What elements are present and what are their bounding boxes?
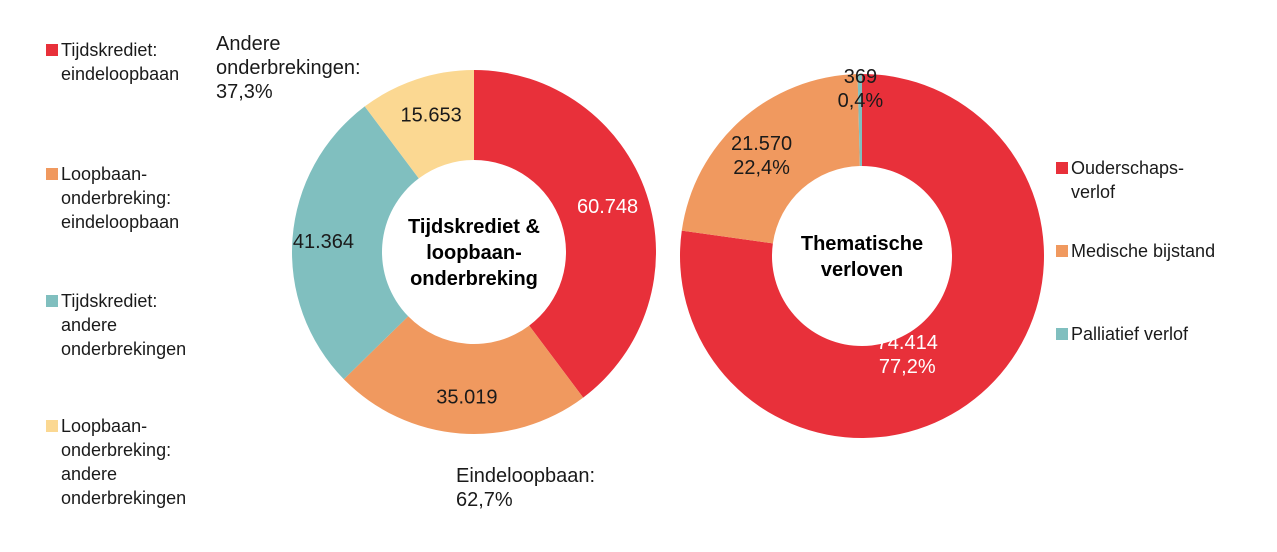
donut-left-slice — [343, 316, 584, 434]
donut-right-data-label: 369 0,4% — [838, 66, 884, 112]
legend-label: Loopbaan- onderbreking: andere onderbrek… — [61, 416, 187, 508]
legend-swatch — [1056, 162, 1068, 174]
legend-label: Palliatief verlof — [1071, 324, 1189, 344]
legend-swatch — [1056, 328, 1068, 340]
legend-label: Ouderschaps- verlof — [1071, 158, 1185, 202]
legend-label: Medische bijstand — [1071, 241, 1216, 261]
legend-label: Tijdskrediet: andere onderbrekingen — [61, 291, 187, 359]
donut-left-slice — [364, 70, 474, 179]
callout-eindeloopbaan: Eindeloopbaan: 62,7% — [456, 465, 596, 511]
donut-left-slice — [474, 70, 656, 398]
donut-right-slice — [681, 74, 860, 244]
legend-swatch — [46, 44, 58, 56]
donut-right-data-label: 74.414 77,2% — [877, 332, 938, 378]
legend-swatch — [1056, 245, 1068, 257]
donut-left-data-label: 35.019 — [436, 387, 497, 409]
donut-left-data-label: 15.653 — [401, 104, 462, 126]
donut-right-slice — [857, 74, 862, 167]
legend-swatch — [46, 168, 58, 180]
legend-swatch — [46, 295, 58, 307]
donut-left-data-label: 60.748 — [577, 196, 638, 218]
donut-right-data-label: 21.570 22,4% — [731, 133, 792, 179]
legend-swatch — [46, 420, 58, 432]
legend-label: Loopbaan- onderbreking: eindeloopbaan — [61, 164, 180, 232]
donut-right-center-title: Thematische verloven — [801, 233, 923, 281]
donut-right-slice — [679, 74, 1044, 438]
donut-left-center-title: Tijdskrediet & loopbaan-onderbreking — [408, 216, 540, 290]
legend-label: Tijdskrediet: eindeloopbaan — [61, 40, 180, 84]
donut-left-slice — [291, 106, 419, 380]
donut-left-data-label: 41.364 — [293, 231, 354, 253]
callout-andere-onderbrekingen: Andere onderbrekingen: 37,3% — [216, 33, 361, 103]
